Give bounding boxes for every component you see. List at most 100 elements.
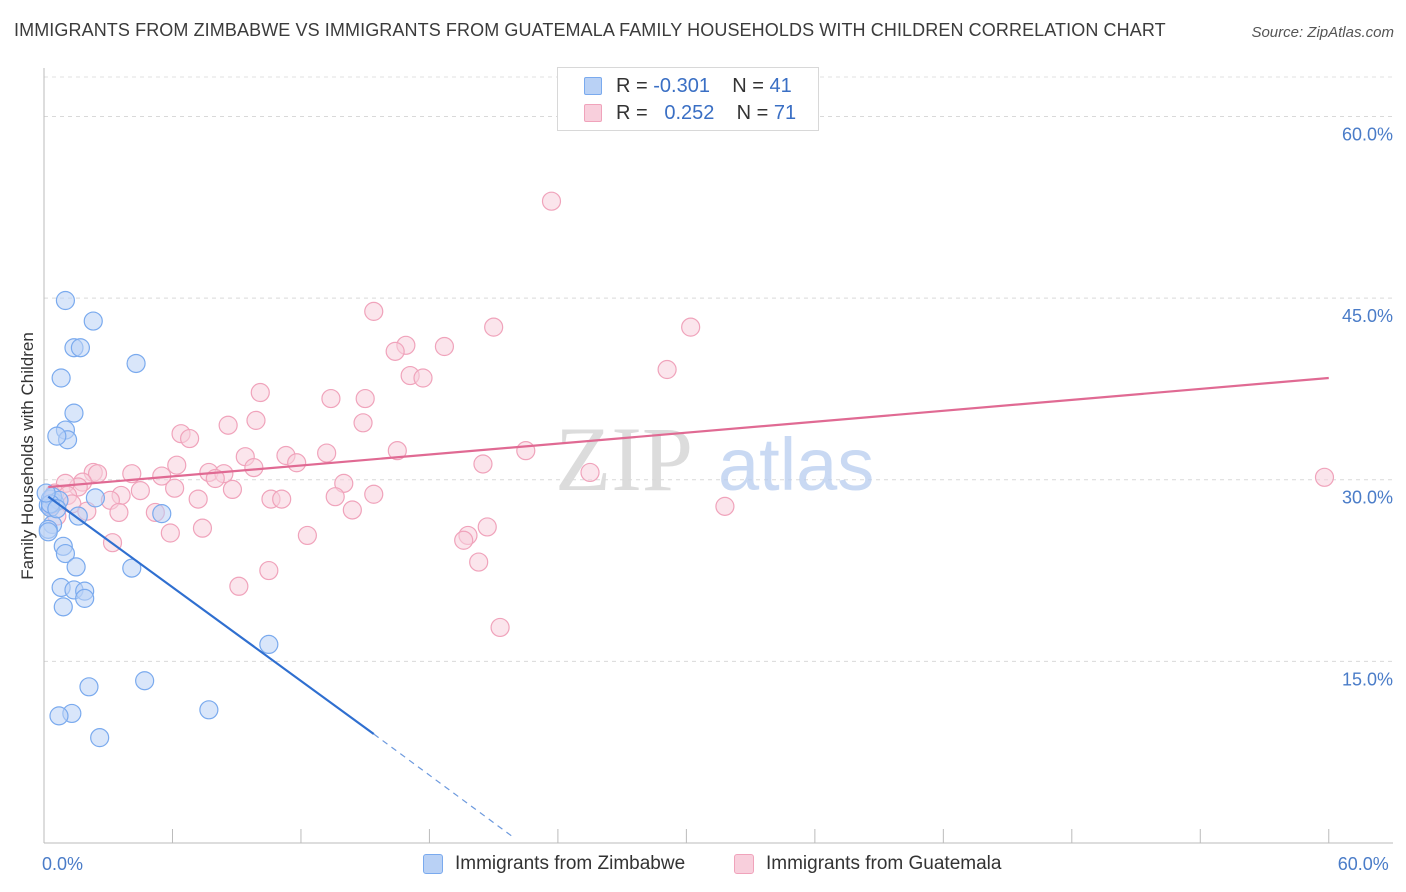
zimbabwe-point bbox=[90, 728, 110, 748]
guatemala-point bbox=[218, 415, 238, 435]
zimbabwe-point bbox=[85, 488, 105, 508]
legend-text-zimbabwe: R = -0.301 N = 41 bbox=[616, 75, 792, 98]
guatemala-point bbox=[364, 484, 384, 504]
guatemala-point bbox=[541, 191, 562, 211]
series-legend: Immigrants from Zimbabwe Immigrants from… bbox=[0, 852, 1406, 878]
legend-swatch-zimbabwe bbox=[584, 77, 602, 95]
guatemala-point bbox=[413, 368, 433, 388]
guatemala-point bbox=[580, 462, 600, 483]
guatemala-point bbox=[250, 382, 270, 403]
guatemala-point bbox=[259, 560, 279, 581]
guatemala-point bbox=[317, 443, 337, 463]
zimbabwe-point bbox=[75, 588, 95, 608]
guatemala-point bbox=[109, 502, 129, 523]
axes bbox=[43, 68, 1393, 844]
zimbabwe-point bbox=[135, 671, 155, 691]
y-tick-label: 45.0% bbox=[1342, 306, 1393, 326]
grid-lines bbox=[44, 76, 1393, 662]
guatemala-point bbox=[165, 478, 185, 498]
guatemala-point bbox=[160, 523, 180, 543]
zimbabwe-point bbox=[259, 634, 279, 655]
zimbabwe-point bbox=[126, 353, 146, 374]
zimbabwe-point bbox=[47, 426, 67, 446]
legend-swatch-zimbabwe bbox=[423, 854, 443, 874]
zimbabwe-point bbox=[199, 700, 219, 720]
n-value: 41 bbox=[769, 75, 792, 97]
x-tick-labels: 0.0% 60.0% bbox=[42, 854, 1389, 874]
watermark-atlas: atlas bbox=[718, 423, 874, 506]
zimbabwe-point bbox=[70, 338, 91, 358]
guatemala-point bbox=[229, 576, 249, 596]
guatemala-point bbox=[490, 617, 510, 638]
y-tick-label: 15.0% bbox=[1342, 669, 1393, 689]
watermark: ZIP atlas bbox=[555, 408, 874, 510]
n-value: 71 bbox=[773, 102, 797, 124]
zimbabwe-point bbox=[53, 597, 73, 617]
guatemala-point bbox=[122, 464, 142, 484]
zimbabwe-point bbox=[55, 543, 76, 564]
guatemala-point bbox=[469, 552, 489, 572]
legend-swatch-guatemala bbox=[734, 854, 754, 874]
zimbabwe-point bbox=[152, 504, 172, 524]
zimbabwe-point bbox=[79, 677, 99, 697]
guatemala-point bbox=[321, 388, 341, 409]
guatemala-point bbox=[297, 525, 317, 546]
legend-label-zimbabwe: Immigrants from Zimbabwe bbox=[455, 853, 686, 874]
chart-title: IMMIGRANTS FROM ZIMBABWE VS IMMIGRANTS F… bbox=[14, 20, 1166, 40]
guatemala-point bbox=[353, 413, 373, 433]
guatemala-point bbox=[657, 359, 677, 380]
zimbabwe-point bbox=[122, 558, 142, 578]
guatemala-point bbox=[355, 388, 375, 409]
r-value: 0.252 bbox=[664, 102, 715, 124]
x-tick-label: 0.0% bbox=[42, 854, 83, 874]
guatemala-point bbox=[387, 441, 407, 461]
guatemala-point bbox=[715, 496, 735, 516]
zimbabwe-point bbox=[66, 557, 86, 577]
trend-line-zimbabwe bbox=[47, 495, 375, 735]
trend-line-zimbabwe-extension bbox=[373, 733, 514, 838]
y-tick-label: 60.0% bbox=[1342, 124, 1393, 144]
x-tick-label: 60.0% bbox=[1338, 854, 1389, 874]
guatemala-point bbox=[364, 301, 384, 321]
zimbabwe-point bbox=[64, 403, 84, 423]
legend-text-guatemala: R = 0.252 N = 71 bbox=[616, 102, 796, 125]
correlation-legend: R = -0.301 N = 41 R = 0.252 N = 71 bbox=[557, 67, 819, 131]
guatemala-point bbox=[385, 341, 405, 361]
zimbabwe-point bbox=[83, 311, 103, 331]
guatemala-point bbox=[325, 487, 345, 507]
guatemala-point bbox=[477, 517, 497, 537]
source-label: Source: ZipAtlas.com bbox=[1251, 24, 1394, 41]
guatemala-point bbox=[167, 455, 187, 475]
zimbabwe-point bbox=[38, 522, 58, 542]
y-tick-labels: 15.0% 30.0% 45.0% 60.0% bbox=[1342, 124, 1393, 689]
guatemala-point bbox=[342, 500, 362, 520]
guatemala-point bbox=[516, 441, 536, 461]
zimbabwe-point bbox=[51, 368, 71, 388]
series-guatemala-points bbox=[40, 191, 1335, 638]
watermark-zip: ZIP bbox=[555, 408, 693, 510]
guatemala-point bbox=[222, 479, 243, 500]
n-label: N = bbox=[732, 75, 764, 97]
guatemala-point bbox=[1314, 467, 1335, 487]
guatemala-point bbox=[681, 317, 701, 337]
r-value: -0.301 bbox=[653, 75, 710, 97]
guatemala-point bbox=[454, 530, 474, 550]
guatemala-point bbox=[272, 489, 292, 509]
trend-line-guatemala bbox=[48, 376, 1329, 489]
series-zimbabwe-points bbox=[36, 290, 279, 748]
trend-lines bbox=[47, 376, 1329, 838]
guatemala-point bbox=[130, 481, 150, 501]
zimbabwe-point bbox=[55, 290, 76, 311]
guatemala-point bbox=[244, 458, 264, 478]
guatemala-point bbox=[188, 489, 208, 509]
zimbabwe-point bbox=[49, 706, 69, 726]
guatemala-point bbox=[484, 317, 504, 337]
n-label: N = bbox=[736, 102, 769, 124]
legend-label-guatemala: Immigrants from Guatemala bbox=[766, 853, 1002, 874]
y-tick-label: 30.0% bbox=[1342, 488, 1393, 508]
r-label: R = bbox=[616, 102, 648, 124]
guatemala-point bbox=[287, 453, 307, 473]
r-label: R = bbox=[616, 75, 648, 97]
guatemala-point bbox=[180, 428, 200, 449]
